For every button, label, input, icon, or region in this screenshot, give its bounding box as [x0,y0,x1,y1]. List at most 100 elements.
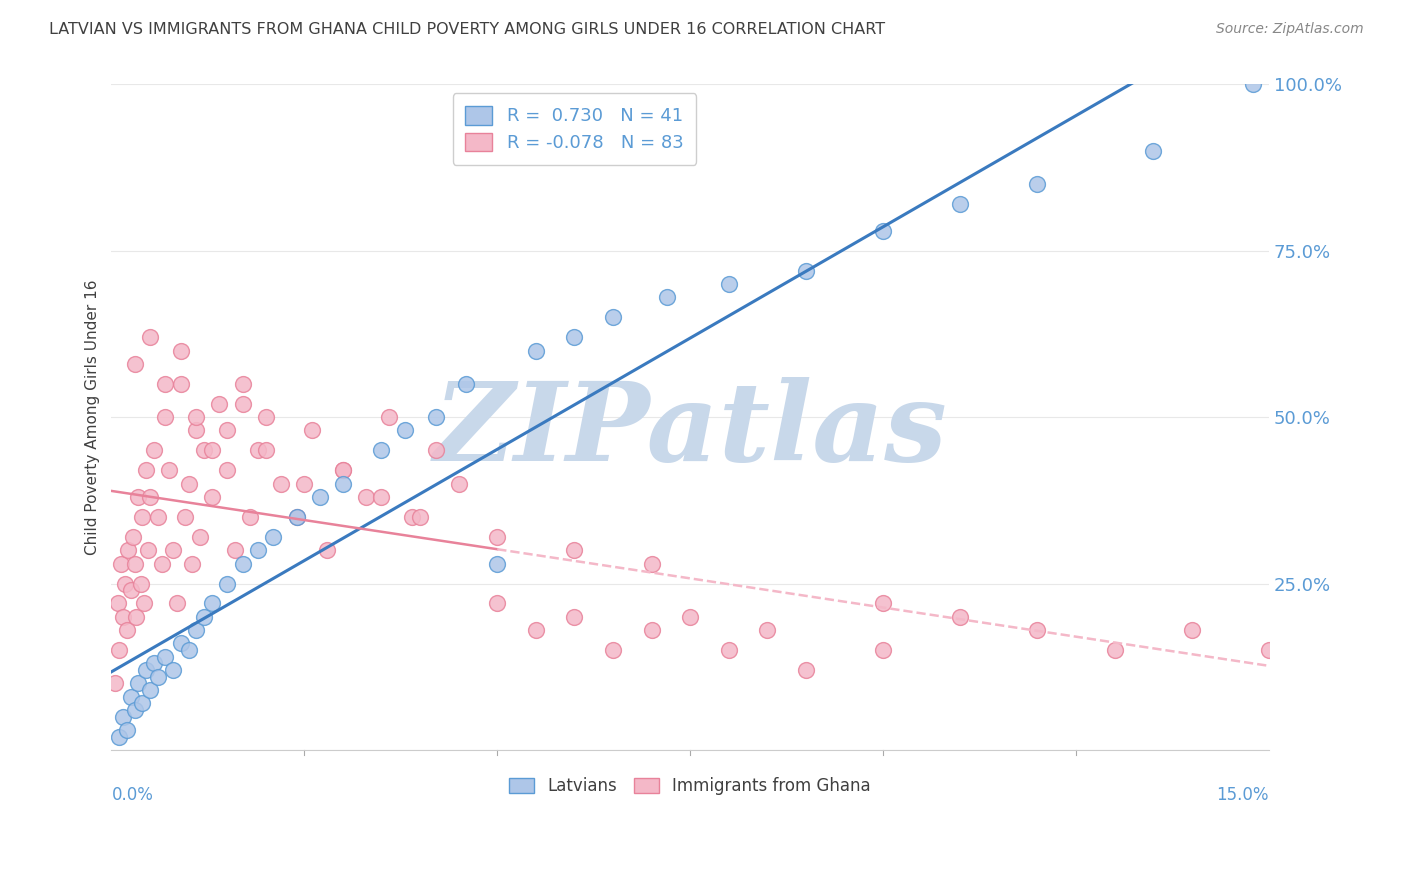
Point [262,530,284,544]
Point [186,424,208,438]
Point [949,609,972,624]
Point [1258,643,1281,657]
Point [217,576,239,591]
Point [524,343,547,358]
Point [872,597,894,611]
Point [564,609,586,624]
Point [354,490,377,504]
Point [1142,144,1164,158]
Point [640,623,662,637]
Point [370,443,392,458]
Point [155,410,177,425]
Point [111,609,134,624]
Point [378,410,401,425]
Point [132,597,155,611]
Point [254,443,277,458]
Point [157,463,180,477]
Point [1104,643,1126,657]
Point [193,609,215,624]
Point [124,357,146,371]
Point [131,510,153,524]
Point [217,424,239,438]
Point [177,643,200,657]
Point [173,510,195,524]
Point [756,623,779,637]
Point [120,690,142,704]
Point [107,597,129,611]
Point [486,530,509,544]
Point [679,609,702,624]
Point [285,510,308,524]
Point [135,663,157,677]
Text: ZIPatlas: ZIPatlas [433,376,948,484]
Text: Source: ZipAtlas.com: Source: ZipAtlas.com [1216,22,1364,37]
Point [146,510,169,524]
Point [170,636,193,650]
Point [316,543,339,558]
Point [127,490,149,504]
Point [138,543,160,558]
Text: 15.0%: 15.0% [1216,787,1270,805]
Point [201,443,224,458]
Point [332,476,354,491]
Point [224,543,246,558]
Point [640,557,662,571]
Point [170,376,193,391]
Point [193,443,215,458]
Point [486,557,509,571]
Point [655,290,678,304]
Point [146,670,169,684]
Point [111,709,134,723]
Point [285,510,308,524]
Point [564,543,586,558]
Point [247,543,270,558]
Point [425,443,447,458]
Text: LATVIAN VS IMMIGRANTS FROM GHANA CHILD POVERTY AMONG GIRLS UNDER 16 CORRELATION : LATVIAN VS IMMIGRANTS FROM GHANA CHILD P… [49,22,886,37]
Legend: Latvians, Immigrants from Ghana: Latvians, Immigrants from Ghana [503,770,877,801]
Point [447,476,470,491]
Point [794,264,817,278]
Point [201,490,224,504]
Point [127,676,149,690]
Point [181,557,204,571]
Point [232,376,254,391]
Point [104,676,127,690]
Point [124,557,146,571]
Point [110,557,132,571]
Point [270,476,292,491]
Point [301,424,323,438]
Point [139,330,162,344]
Point [292,476,315,491]
Point [332,463,354,477]
Point [125,609,148,624]
Point [208,397,231,411]
Point [142,657,165,671]
Point [308,490,330,504]
Point [155,376,177,391]
Point [401,510,423,524]
Point [166,597,188,611]
Point [124,703,146,717]
Point [949,197,972,211]
Point [162,543,184,558]
Point [117,543,139,558]
Point [1243,78,1265,92]
Point [122,530,145,544]
Point [108,730,131,744]
Point [872,643,894,657]
Point [170,343,193,358]
Point [1026,178,1049,192]
Point [139,683,162,698]
Point [108,643,131,657]
Point [139,490,162,504]
Point [564,330,586,344]
Point [239,510,262,524]
Point [524,623,547,637]
Point [232,557,254,571]
Point [872,224,894,238]
Point [217,463,239,477]
Point [602,310,624,325]
Point [129,576,152,591]
Point [486,597,509,611]
Point [162,663,184,677]
